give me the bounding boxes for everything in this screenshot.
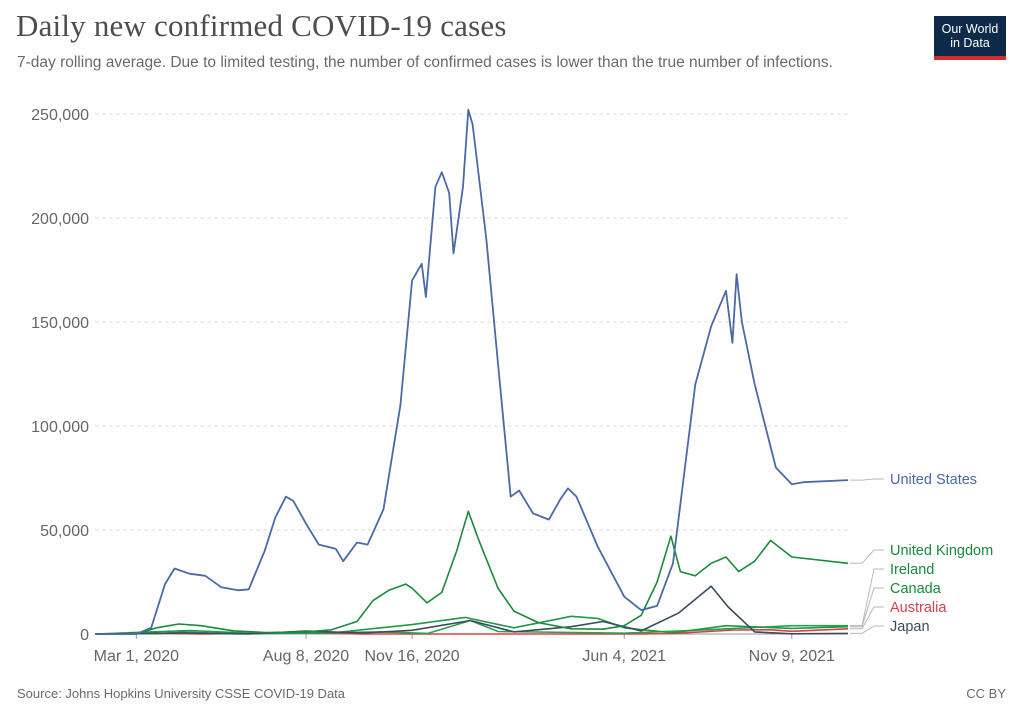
label-connector-australia <box>850 606 884 630</box>
label-connector-japan <box>850 625 884 634</box>
label-connector-united-kingdom <box>850 549 884 564</box>
license-link[interactable]: CC BY <box>966 686 1006 701</box>
y-tick-label: 0 <box>80 627 89 644</box>
series-label-australia: Australia <box>890 600 947 616</box>
series-label-united-kingdom: United Kingdom <box>890 543 993 559</box>
x-tick-label: Jun 4, 2021 <box>582 648 666 665</box>
series-label-united-states: United States <box>890 472 977 488</box>
label-connector-united-states <box>850 478 884 481</box>
owid-logo[interactable]: Our World in Data <box>934 16 1006 60</box>
chart-subtitle: 7-day rolling average. Due to limited te… <box>17 54 833 71</box>
chart-title: Daily new confirmed COVID-19 cases <box>16 8 507 43</box>
x-tick-label: Nov 9, 2021 <box>749 648 835 665</box>
y-tick-label: 50,000 <box>40 523 89 540</box>
label-connector-ireland <box>850 568 884 627</box>
series-line-canada <box>94 615 849 635</box>
series-label-canada: Canada <box>890 581 942 597</box>
y-tick-label: 200,000 <box>31 211 89 228</box>
x-tick-label: Nov 16, 2020 <box>365 648 460 665</box>
source-note[interactable]: Source: Johns Hopkins University CSSE CO… <box>17 686 346 701</box>
y-tick-label: 100,000 <box>31 419 89 436</box>
logo-line-1: Our World <box>941 22 999 36</box>
x-tick-label: Aug 8, 2020 <box>263 648 349 665</box>
series-line-united-kingdom <box>95 510 849 635</box>
y-tick-label: 150,000 <box>31 315 89 332</box>
y-tick-label: 250,000 <box>31 107 89 124</box>
series-label-japan: Japan <box>890 619 930 635</box>
logo-line-2: in Data <box>950 36 990 50</box>
label-connector-canada <box>850 587 884 628</box>
series-label-ireland: Ireland <box>890 562 934 578</box>
series-line-united-states <box>95 108 849 635</box>
x-tick-label: Mar 1, 2020 <box>94 648 179 665</box>
